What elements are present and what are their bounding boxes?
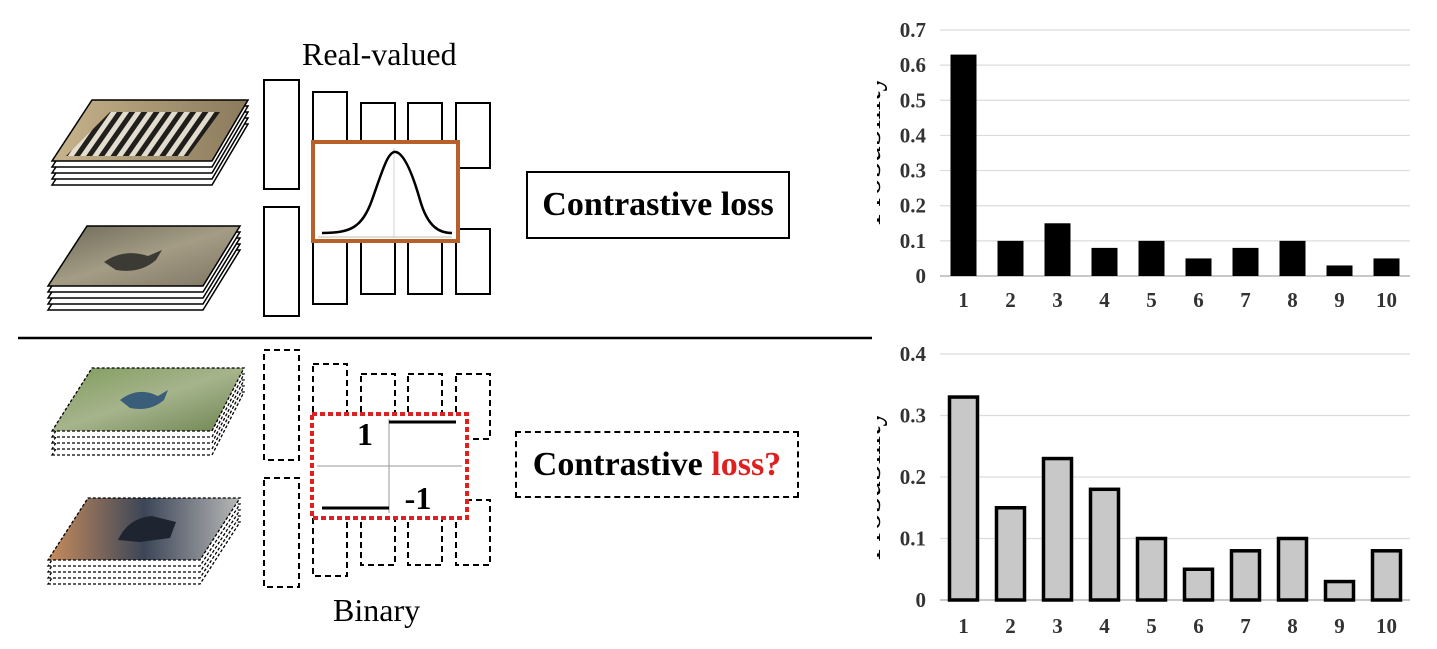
bird-silhouette-icon [104,250,162,271]
network-layer-box [455,228,491,295]
x-tick-label: 9 [1334,288,1345,312]
y-tick-label: 0 [916,588,927,612]
bird-on-ground-image-stack [46,225,242,311]
colorful-bird-icon [120,390,168,409]
y-tick-label: 0.2 [900,194,926,218]
loss-question-highlight: loss? [711,445,782,483]
step-high-label: 1 [357,416,373,452]
y-tick-label: 0.4 [900,342,927,366]
bar-4 [1091,247,1118,276]
x-tick-label: 1 [958,288,969,312]
x-tick-label: 5 [1146,288,1157,312]
x-tick-label: 2 [1005,288,1016,312]
bar-6 [1185,258,1212,276]
x-tick-label: 6 [1193,614,1204,638]
contrastive-loss-label: Contrastive loss [542,186,774,223]
bar-8 [1279,240,1306,276]
bar-8 [1276,536,1309,602]
zebra-icon [66,112,220,156]
y-tick-label: 0.1 [900,527,926,551]
chart-ylabel: Probability [877,409,888,560]
network-layer-box [263,206,300,317]
x-tick-label: 7 [1240,288,1251,312]
contrastive-loss-question-prefix: Contrastive [532,445,703,483]
bar-7 [1229,549,1262,602]
diagram-svg: 1 -1 [18,79,872,588]
x-tick-label: 7 [1240,614,1251,638]
dogs-image-stack [46,497,242,585]
y-tick-label: 0.7 [900,18,926,42]
network-layer-box [263,477,300,588]
network-layer-box [455,102,491,169]
bar-2 [997,240,1024,276]
bar-1 [950,54,977,276]
bar-9 [1326,265,1353,276]
contrastive-loss-question-box: Contrastive loss? [515,431,799,498]
x-tick-label: 10 [1376,614,1397,638]
bar-9 [1323,579,1356,602]
x-tick-label: 6 [1193,288,1204,312]
x-tick-label: 3 [1052,288,1063,312]
bar-3 [1041,456,1074,602]
probability-chart-top: 0 0.1 0.2 0.3 0.4 0.5 0.6 0.7 1 2 3 4 5 6 7 8 9 10 Probab… [877,18,1410,312]
x-tick-label: 4 [1099,288,1110,312]
x-tick-label: 5 [1146,614,1157,638]
bar-5 [1135,536,1168,602]
bar-10 [1373,258,1400,276]
colorful-bird-image-stack [50,367,246,456]
x-tick-label: 8 [1287,288,1298,312]
x-tick-label: 1 [958,614,969,638]
x-tick-label: 10 [1376,288,1397,312]
network-layer-box [263,79,300,190]
x-tick-label: 3 [1052,614,1063,638]
y-tick-label: 0.4 [900,123,927,147]
y-tick-label: 0.6 [900,53,926,77]
bar-6 [1182,567,1215,602]
chart-ylabel: Probability [877,74,888,225]
bar-5 [1138,240,1165,276]
contrastive-loss-box: Contrastive loss [526,171,790,239]
x-tick-label: 8 [1287,614,1298,638]
dog-icon [118,516,176,542]
x-tick-label: 9 [1334,614,1345,638]
y-tick-label: 0.1 [900,229,926,253]
probability-chart-bottom: 0 0.1 0.2 0.3 0.4 1 2 3 4 5 6 7 8 9 10 Probability [877,342,1410,638]
bar-1 [947,395,980,602]
step-low-label: -1 [405,480,432,516]
y-tick-label: 0.2 [900,465,926,489]
bar-3 [1044,223,1071,276]
bar-4 [1088,487,1121,602]
bar-7 [1232,247,1259,276]
network-layer-box [263,349,300,461]
gaussian-curve [321,150,453,235]
gaussian-distribution-inset [311,140,460,243]
y-tick-label: 0 [916,264,927,288]
bar-10 [1370,549,1403,602]
real-valued-header: Real-valued [302,36,457,72]
y-tick-label: 0.5 [900,88,926,112]
sign-function-inset: 1 -1 [310,412,469,520]
x-tick-label: 2 [1005,614,1016,638]
x-tick-label: 4 [1099,614,1110,638]
binary-header: Binary [333,592,421,628]
y-tick-label: 0.3 [900,404,926,428]
bar-2 [994,506,1027,602]
y-tick-label: 0.3 [900,159,926,183]
zebra-image-stack [50,99,250,186]
